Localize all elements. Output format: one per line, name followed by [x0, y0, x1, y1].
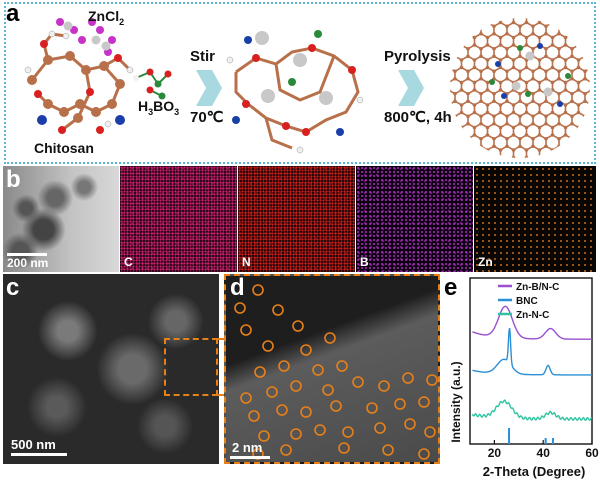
zoom-connector-bottom [218, 394, 224, 396]
x-tick-label: 20 [488, 446, 502, 460]
panel-letter-a: a [6, 0, 20, 27]
series-line-zn-n-c [471, 399, 593, 422]
xrd-chart: Intensity (a.u.) 2-Theta (Degree) 20 40 60… [449, 277, 599, 479]
arrow-pyrolysis [398, 70, 424, 106]
h3bo3-molecules [133, 68, 172, 100]
graphene-sheet [450, 18, 590, 158]
legend-label: Zn-B/N-C [516, 282, 559, 293]
eds-map-zn: Zn [474, 166, 596, 272]
eds-map-c: C [120, 166, 237, 272]
complex-molecule [234, 46, 360, 150]
stem-image-c: 500 nm [3, 274, 219, 464]
eds-label-c: C [124, 255, 133, 269]
stir-label: Stir [190, 48, 216, 65]
graphene-dopants [489, 43, 571, 107]
tem-image-b: 200 nm [3, 166, 119, 272]
pyrolysis-label: Pyrolysis [384, 48, 451, 65]
eds-label-zn: Zn [478, 255, 493, 269]
x-tick-label: 60 [585, 446, 599, 460]
scale-label-c: 500 nm [11, 437, 56, 452]
scale-label-b: 200 nm [7, 256, 49, 270]
arrow-stir [196, 70, 222, 106]
zoom-connector-top [218, 338, 224, 340]
chitosan-label: Chitosan [34, 140, 94, 156]
scheme-illustration [24, 18, 590, 158]
plot-frame [469, 277, 593, 445]
eds-map-n: N [238, 166, 355, 272]
legend-label: Zn-N-C [516, 310, 549, 321]
zoom-region-box [164, 338, 218, 396]
scale-bar-b [7, 253, 47, 256]
eds-label-n: N [242, 255, 251, 269]
panel-letter-b: b [6, 166, 21, 193]
scheme-panel [4, 2, 596, 164]
series-line-zn-b-n-c [472, 305, 592, 340]
panel-letter-c: c [6, 274, 20, 301]
series-line-bnc [472, 327, 592, 376]
eds-label-b: B [360, 255, 369, 269]
y-axis-label: Intensity (a.u.) [449, 361, 463, 442]
panel-letter-d: d [230, 274, 245, 301]
zncl2-molecules [56, 18, 116, 56]
x-tick-label: 40 [537, 446, 551, 460]
scale-bar-c [11, 453, 67, 456]
scale-bar-d [230, 456, 270, 459]
stir-temperature: 70℃ [190, 109, 224, 126]
eds-map-b: B [356, 166, 473, 272]
pyrolysis-condition: 800℃, 4h [384, 109, 452, 126]
single-atom-markers [234, 284, 438, 460]
chitosan-atoms [24, 30, 134, 134]
panel-letter-e: e [444, 274, 458, 301]
x-axis-label: 2-Theta (Degree) [483, 464, 586, 479]
scale-label-d: 2 nm [232, 440, 263, 455]
legend-label: BNC [516, 296, 538, 307]
zncl2-label: ZnCl2 [88, 8, 125, 27]
h3bo3-label: H3BO3 [138, 98, 180, 117]
complex-atoms [226, 30, 364, 154]
